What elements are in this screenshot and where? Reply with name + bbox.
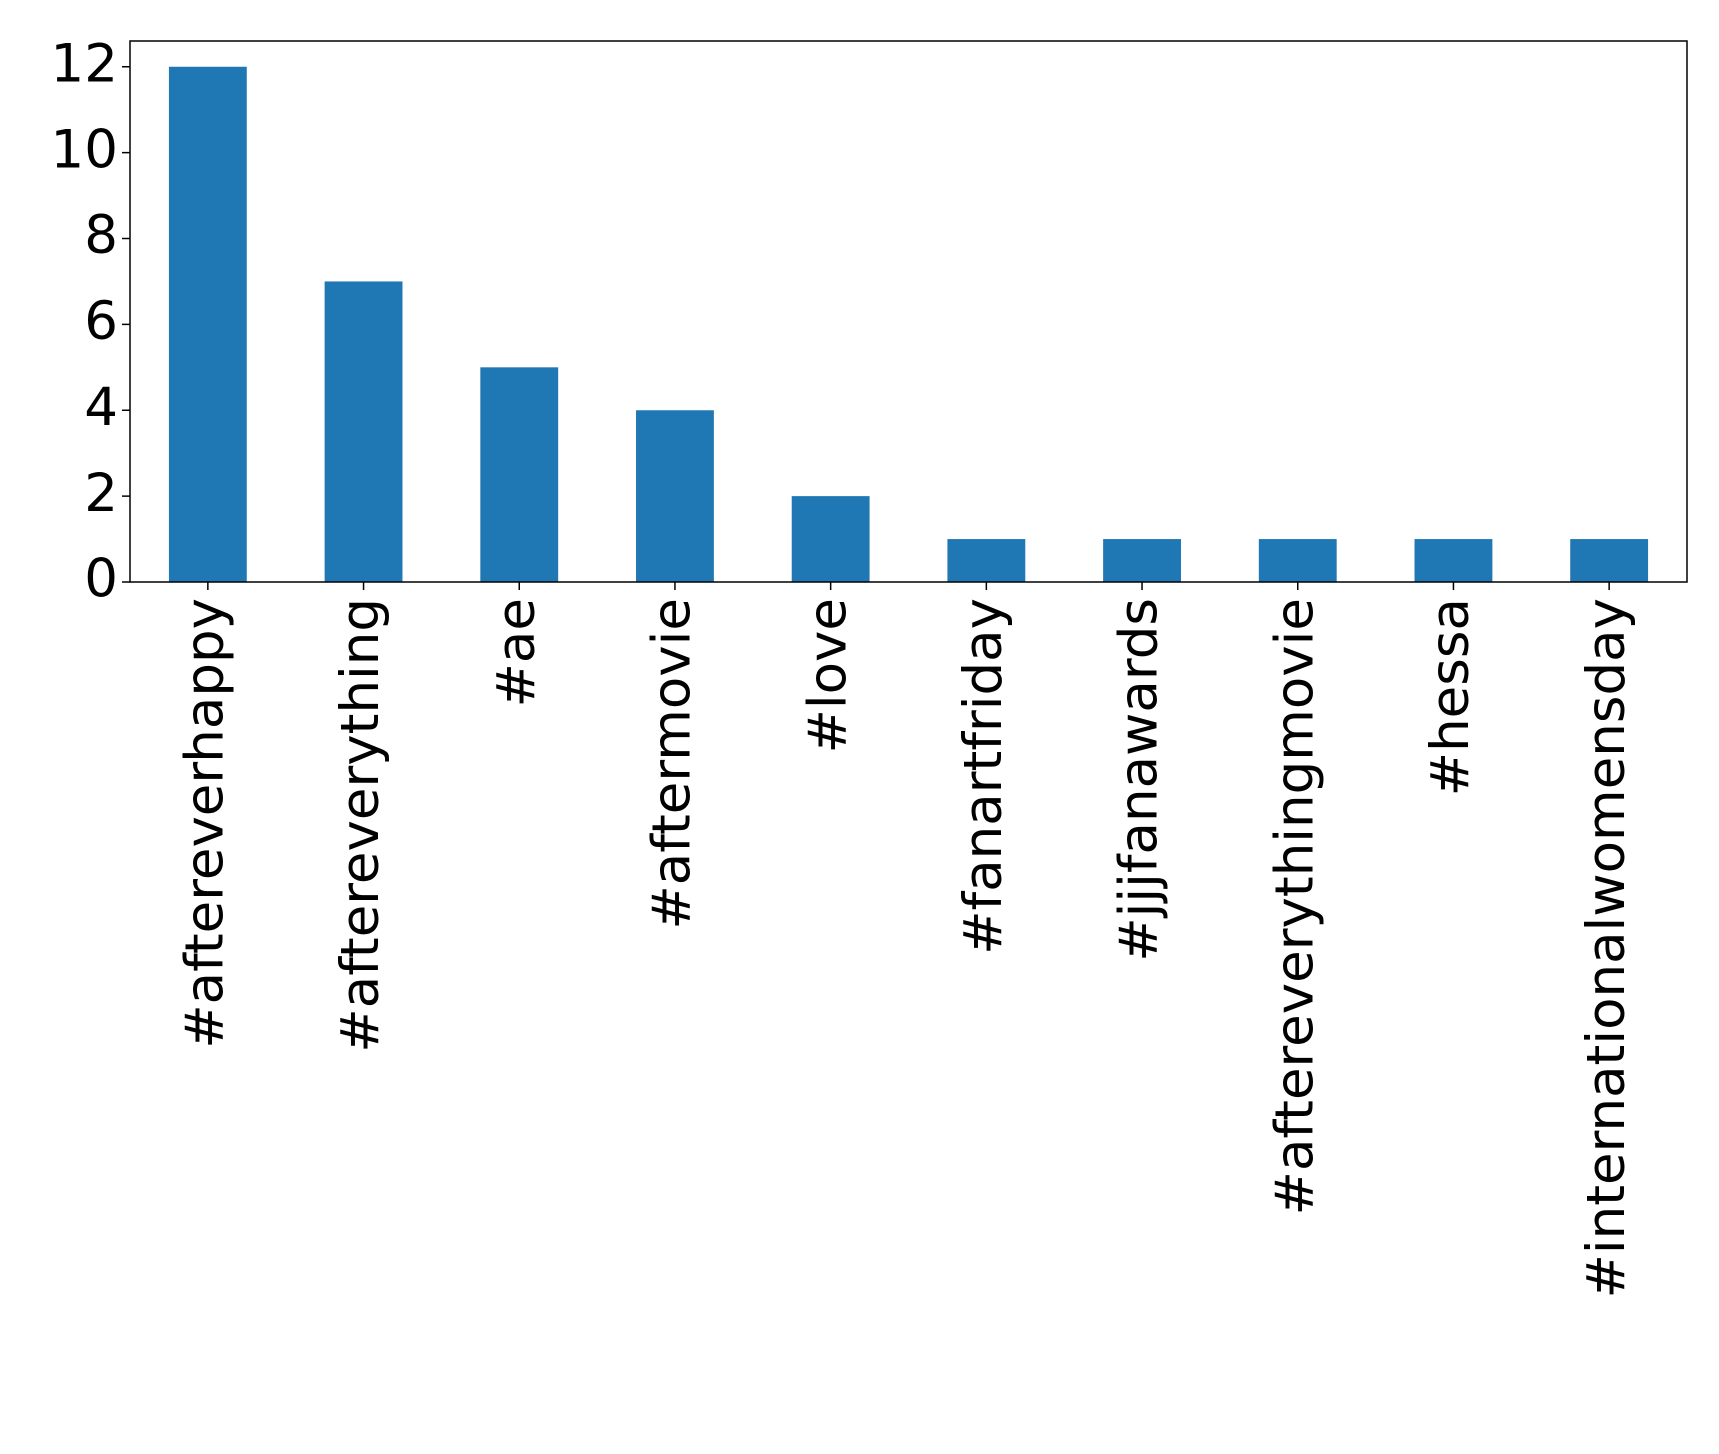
y-tick-label: 4 (84, 377, 118, 438)
bar (1258, 539, 1337, 582)
bar (168, 66, 247, 582)
bar (1570, 539, 1649, 582)
x-tick-label: #aftereverhappy (174, 598, 235, 1049)
y-tick-label: 8 (84, 205, 118, 266)
x-tick-label: #aftermovie (642, 598, 703, 930)
y-tick-label: 0 (84, 549, 118, 610)
x-tick-label: #love (797, 598, 858, 754)
plot-frame (129, 40, 1688, 583)
x-tick-label: #hessa (1420, 598, 1481, 796)
bar (324, 281, 403, 582)
y-tick-label: 12 (51, 33, 118, 94)
bar (791, 496, 870, 582)
bar (1414, 539, 1493, 582)
x-tick-label: #aftereverything (330, 598, 391, 1053)
y-tick-label: 10 (51, 119, 118, 180)
bar (947, 539, 1026, 582)
bar (480, 367, 559, 582)
x-tick-label: #internationalwomensday (1576, 598, 1637, 1298)
x-tick-label: #ae (486, 598, 547, 708)
y-tick-label: 6 (84, 291, 118, 352)
y-tick-label: 2 (84, 463, 118, 524)
bar (636, 410, 714, 582)
x-tick-label: #fanartfriday (953, 598, 1014, 955)
x-tick-label: #jjjfanawards (1109, 598, 1170, 962)
x-tick-label: #aftereverythingmovie (1264, 598, 1325, 1215)
bar (1103, 539, 1181, 582)
